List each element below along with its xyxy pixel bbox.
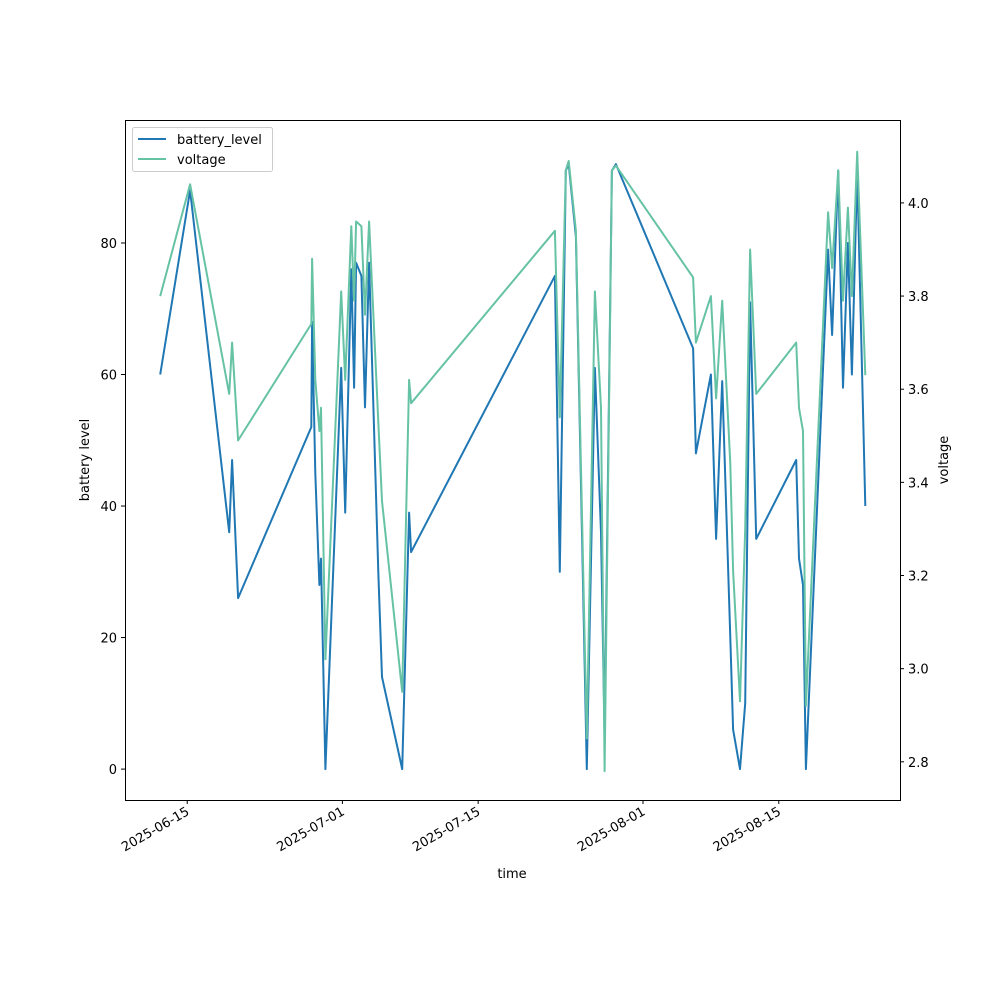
legend-frame [132, 127, 273, 172]
x-tick-label: 2025-08-01 [575, 804, 648, 855]
series-line-voltage [159, 150, 867, 773]
y2-tick-label: 3.2 [908, 570, 929, 585]
x-tick-label: 2025-06-15 [119, 804, 192, 855]
legend: battery_level voltage [132, 127, 273, 172]
plot-frame [125, 120, 901, 801]
series-line-battery-level [159, 163, 867, 771]
y-axis-label: battery level [78, 419, 93, 502]
x-axis-label: time [497, 867, 526, 882]
y-tick-label: 0 [109, 763, 117, 778]
y2-tick-label: 3.4 [908, 476, 929, 491]
y-tick-label: 80 [100, 237, 117, 252]
y-tick-label: 20 [100, 632, 117, 647]
y-tick-label: 60 [100, 369, 117, 384]
legend-voltage-label: voltage [177, 153, 226, 168]
y2-tick-label: 3.6 [908, 383, 929, 398]
y2-tick-label: 4.0 [908, 197, 929, 212]
x-tick-label: 2025-07-15 [410, 804, 483, 855]
legend-battery-label: battery_level [177, 133, 262, 148]
y2-tick-label: 2.8 [908, 756, 929, 771]
y2-tick-label: 3.8 [908, 290, 929, 305]
x-tick-label: 2025-08-15 [711, 804, 784, 855]
y2-tick-label: 3.0 [908, 663, 929, 678]
x-tick-label: 2025-07-01 [274, 804, 347, 855]
y2-axis-label: voltage [937, 436, 952, 485]
y-tick-label: 40 [100, 500, 117, 515]
